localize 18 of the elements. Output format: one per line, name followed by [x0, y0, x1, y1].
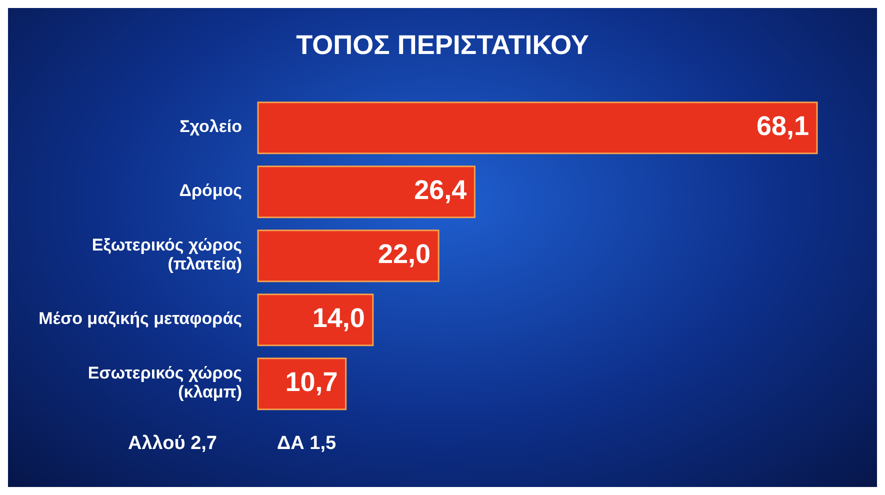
y-tick-label: Μέσο μαζικής μεταφοράς	[38, 309, 242, 328]
data-label: 68,1	[756, 111, 809, 142]
data-label: 10,7	[285, 367, 338, 398]
text: ΔΑ 1,5	[276, 433, 336, 455]
data-label: 22,0	[378, 239, 431, 270]
text: Αλλού 2,7	[128, 433, 217, 455]
bar	[257, 294, 374, 346]
y-tick-label: Σχολείο	[180, 117, 242, 136]
bar	[257, 166, 476, 218]
y-tick-label: Εσωτερικός χώρος (κλαμπ)	[88, 364, 242, 402]
chart-title: ΤΟΠΟΣ ΠΕΡΙΣΤΑΤΙΚΟΥ	[295, 30, 590, 61]
data-label: 14,0	[312, 303, 365, 334]
y-tick-label: Δρόμος	[179, 181, 242, 200]
data-label: 26,4	[414, 175, 467, 206]
y-tick-label: Εξωτερικός χώρος (πλατεία)	[92, 236, 242, 274]
bar	[257, 230, 440, 282]
bar	[257, 358, 347, 410]
bar	[257, 102, 818, 154]
